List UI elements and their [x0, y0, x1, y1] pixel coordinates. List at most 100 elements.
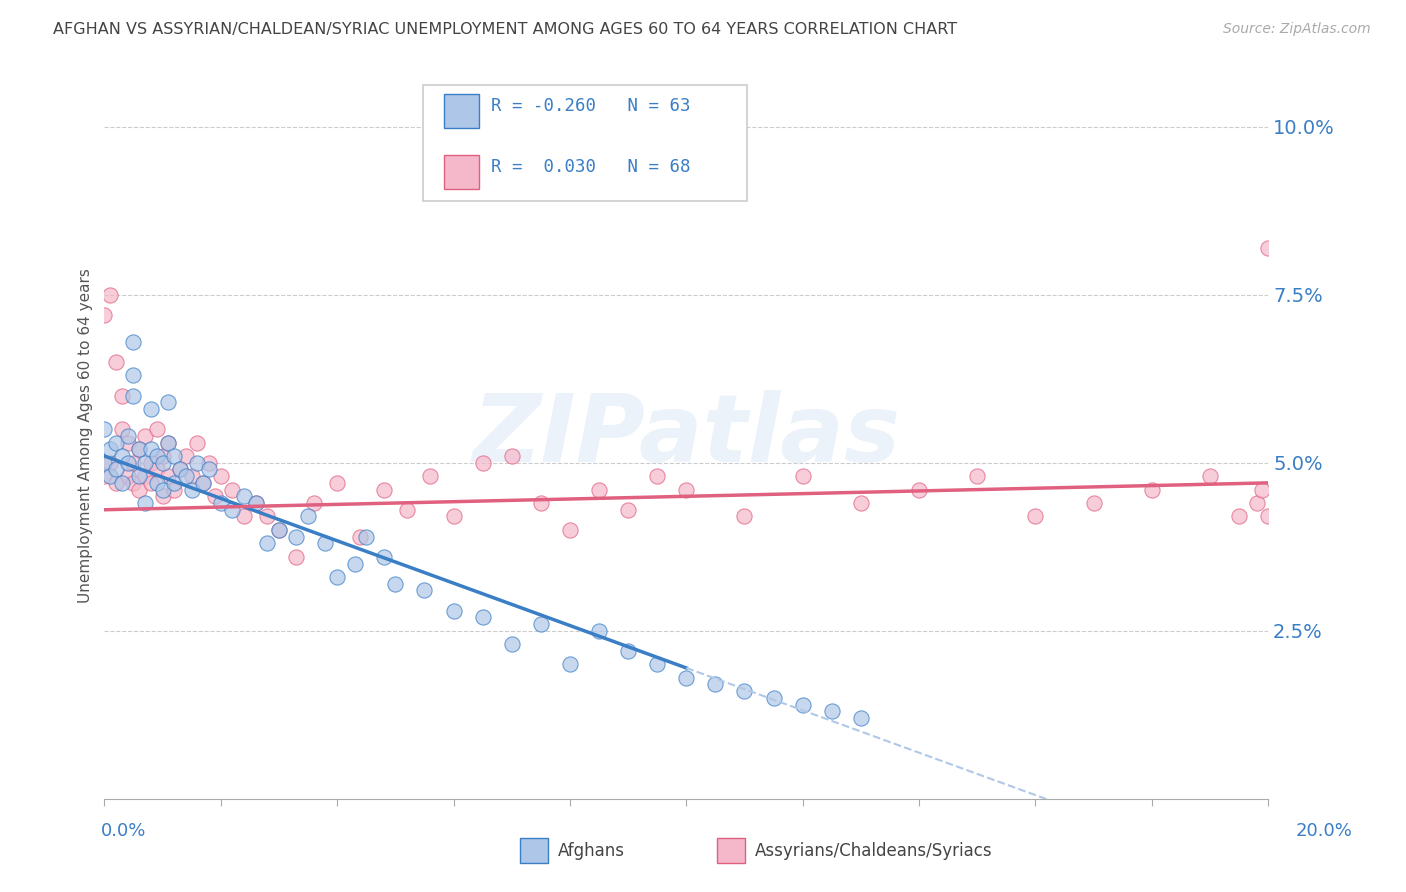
- Point: [501, 637, 523, 651]
- Point: [145, 422, 167, 436]
- Point: [180, 483, 202, 497]
- Point: [163, 449, 186, 463]
- Point: [111, 422, 134, 436]
- Point: [93, 422, 115, 436]
- Point: [1227, 509, 1250, 524]
- Point: [588, 483, 610, 497]
- Point: [169, 462, 191, 476]
- Point: [245, 496, 267, 510]
- Point: [128, 442, 150, 457]
- Point: [128, 483, 150, 497]
- Point: [1083, 496, 1105, 510]
- Text: ZIPatlas: ZIPatlas: [472, 390, 900, 482]
- Y-axis label: Unemployment Among Ages 60 to 64 years: Unemployment Among Ages 60 to 64 years: [79, 268, 93, 603]
- Text: 0.0%: 0.0%: [101, 822, 146, 839]
- Point: [675, 671, 697, 685]
- Point: [1140, 483, 1163, 497]
- Point: [1246, 496, 1268, 510]
- Point: [1199, 469, 1222, 483]
- Text: Afghans: Afghans: [558, 842, 626, 860]
- Point: [209, 469, 232, 483]
- Point: [267, 523, 290, 537]
- Point: [343, 557, 366, 571]
- Point: [558, 657, 581, 672]
- Point: [117, 429, 139, 443]
- Point: [1251, 483, 1274, 497]
- Point: [792, 469, 814, 483]
- Point: [733, 509, 755, 524]
- Point: [1257, 509, 1279, 524]
- Point: [821, 704, 844, 718]
- Point: [152, 483, 174, 497]
- Point: [1024, 509, 1046, 524]
- Point: [297, 509, 319, 524]
- Text: R =  0.030   N = 68: R = 0.030 N = 68: [491, 158, 690, 177]
- Text: 20.0%: 20.0%: [1296, 822, 1353, 839]
- Point: [105, 462, 128, 476]
- Point: [198, 462, 221, 476]
- Point: [152, 449, 174, 463]
- Point: [157, 435, 180, 450]
- Text: AFGHAN VS ASSYRIAN/CHALDEAN/SYRIAC UNEMPLOYMENT AMONG AGES 60 TO 64 YEARS CORREL: AFGHAN VS ASSYRIAN/CHALDEAN/SYRIAC UNEMP…: [53, 22, 957, 37]
- Point: [209, 496, 232, 510]
- Point: [111, 449, 134, 463]
- Point: [302, 496, 325, 510]
- Point: [134, 496, 156, 510]
- Point: [122, 456, 145, 470]
- Point: [180, 469, 202, 483]
- Point: [285, 549, 308, 564]
- Point: [198, 456, 221, 470]
- Point: [169, 462, 191, 476]
- Point: [384, 576, 406, 591]
- Point: [326, 475, 349, 490]
- Point: [122, 475, 145, 490]
- Point: [134, 429, 156, 443]
- Point: [152, 456, 174, 470]
- Point: [221, 483, 243, 497]
- Point: [501, 449, 523, 463]
- Point: [530, 496, 553, 510]
- Point: [93, 456, 115, 470]
- Point: [186, 456, 208, 470]
- Point: [588, 624, 610, 638]
- Point: [966, 469, 988, 483]
- Point: [98, 287, 121, 301]
- Point: [186, 435, 208, 450]
- Point: [256, 509, 278, 524]
- Point: [111, 388, 134, 402]
- Point: [145, 462, 167, 476]
- Point: [145, 475, 167, 490]
- Point: [157, 469, 180, 483]
- Point: [152, 489, 174, 503]
- Point: [117, 469, 139, 483]
- Point: [645, 657, 668, 672]
- Text: Source: ZipAtlas.com: Source: ZipAtlas.com: [1223, 22, 1371, 37]
- Point: [908, 483, 931, 497]
- Point: [134, 456, 156, 470]
- Point: [675, 483, 697, 497]
- Point: [163, 483, 186, 497]
- Point: [233, 489, 256, 503]
- Point: [849, 496, 872, 510]
- Point: [349, 530, 371, 544]
- Point: [221, 502, 243, 516]
- Point: [1257, 241, 1279, 255]
- Point: [315, 536, 337, 550]
- Point: [617, 502, 640, 516]
- Point: [122, 334, 145, 349]
- Point: [122, 388, 145, 402]
- Point: [117, 435, 139, 450]
- Point: [733, 684, 755, 698]
- Point: [174, 449, 197, 463]
- Point: [354, 530, 377, 544]
- Point: [111, 475, 134, 490]
- Text: R = -0.260   N = 63: R = -0.260 N = 63: [491, 96, 690, 115]
- Point: [98, 469, 121, 483]
- Point: [139, 401, 162, 416]
- Point: [193, 475, 215, 490]
- Point: [98, 442, 121, 457]
- Point: [134, 469, 156, 483]
- Point: [792, 698, 814, 712]
- Point: [443, 603, 465, 617]
- Point: [245, 496, 267, 510]
